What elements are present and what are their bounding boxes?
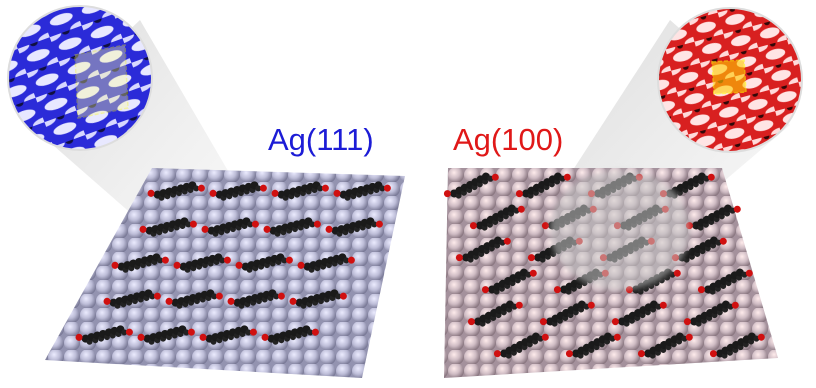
unit-cell [712, 60, 746, 94]
unit-cell [75, 45, 128, 118]
figure: Ag(111) Ag(100) [0, 0, 816, 388]
label-ag111: Ag(111) [268, 122, 374, 157]
label-ag100: Ag(100) [453, 122, 563, 157]
page: Ag(111) Ag(100) (() => { const data = JS… [0, 0, 816, 388]
focus-area [550, 170, 690, 290]
